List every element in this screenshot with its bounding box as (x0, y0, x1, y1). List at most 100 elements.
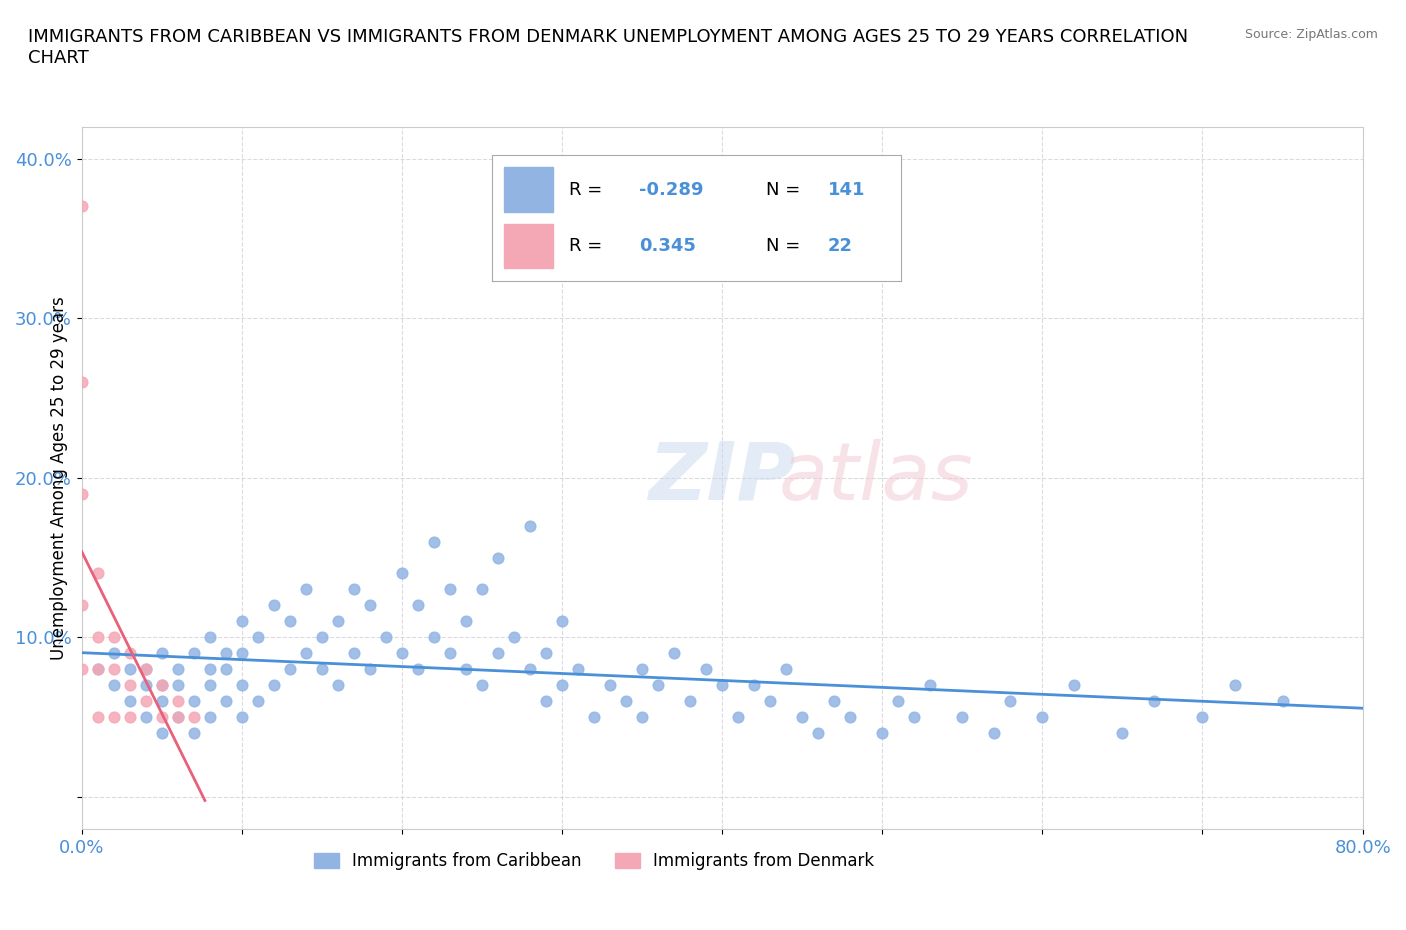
Point (118, 645, 141, 660)
Point (70, 375, 93, 390)
Point (631, 662, 654, 677)
Point (807, 725, 830, 740)
Point (183, 694, 205, 709)
Y-axis label: Unemployment Among Ages 25 to 29 years: Unemployment Among Ages 25 to 29 years (49, 296, 67, 659)
Point (534, 694, 557, 709)
Point (631, 710, 654, 724)
Point (423, 630, 446, 644)
Point (135, 678, 157, 693)
Point (86, 662, 108, 677)
Point (662, 645, 685, 660)
Point (215, 694, 238, 709)
Point (374, 630, 396, 644)
Point (135, 710, 157, 724)
Point (567, 662, 589, 677)
Point (920, 678, 942, 693)
Point (150, 725, 173, 740)
Point (150, 645, 173, 660)
Point (823, 694, 845, 709)
Point (118, 710, 141, 724)
Point (1031, 710, 1053, 724)
Point (519, 518, 541, 533)
Point (727, 710, 749, 724)
Point (742, 678, 765, 693)
Point (711, 678, 734, 693)
Point (519, 662, 541, 677)
Point (263, 678, 285, 693)
Point (263, 598, 285, 613)
Point (311, 662, 333, 677)
Point (294, 645, 316, 660)
Point (294, 582, 316, 597)
Point (246, 694, 269, 709)
Point (1191, 710, 1213, 724)
Point (582, 710, 605, 724)
Point (86, 566, 108, 581)
Point (166, 678, 188, 693)
Point (486, 645, 509, 660)
Point (406, 662, 429, 677)
Point (118, 662, 141, 677)
Point (326, 678, 349, 693)
Legend: Immigrants from Caribbean, Immigrants from Denmark: Immigrants from Caribbean, Immigrants fr… (307, 845, 882, 877)
Point (343, 582, 366, 597)
Point (503, 630, 526, 644)
Point (1111, 725, 1133, 740)
Point (326, 614, 349, 629)
Point (150, 678, 173, 693)
Point (103, 662, 125, 677)
Point (551, 678, 574, 693)
Point (70, 199, 93, 214)
Point (454, 662, 477, 677)
Text: atlas: atlas (779, 439, 973, 517)
Point (1271, 694, 1294, 709)
Point (166, 662, 188, 677)
Point (150, 710, 173, 724)
Point (231, 678, 253, 693)
Point (775, 662, 797, 677)
Point (983, 725, 1005, 740)
Point (1000, 694, 1022, 709)
Point (166, 710, 188, 724)
Point (614, 694, 637, 709)
Point (471, 582, 494, 597)
Point (215, 662, 238, 677)
Point (870, 725, 893, 740)
Point (231, 710, 253, 724)
Point (486, 550, 509, 565)
Point (118, 678, 141, 693)
Point (695, 662, 717, 677)
Point (534, 645, 557, 660)
Point (86, 630, 108, 644)
Point (839, 710, 862, 724)
Point (70, 662, 93, 677)
Point (343, 645, 366, 660)
Point (246, 630, 269, 644)
Point (118, 694, 141, 709)
Point (183, 725, 205, 740)
Point (135, 694, 157, 709)
Point (391, 645, 413, 660)
Point (198, 678, 221, 693)
Point (599, 678, 621, 693)
Point (278, 614, 301, 629)
Point (150, 694, 173, 709)
Point (198, 662, 221, 677)
Point (231, 645, 253, 660)
Point (950, 710, 973, 724)
Point (423, 534, 446, 549)
Point (551, 614, 574, 629)
Point (231, 614, 253, 629)
Point (198, 710, 221, 724)
Text: IMMIGRANTS FROM CARIBBEAN VS IMMIGRANTS FROM DENMARK UNEMPLOYMENT AMONG AGES 25 : IMMIGRANTS FROM CARIBBEAN VS IMMIGRANTS … (28, 28, 1188, 67)
Point (70, 598, 93, 613)
Point (439, 582, 461, 597)
Point (103, 645, 125, 660)
Point (887, 694, 910, 709)
Point (135, 662, 157, 677)
Point (150, 678, 173, 693)
Point (1063, 678, 1085, 693)
Point (70, 486, 93, 501)
Point (198, 630, 221, 644)
Point (679, 694, 702, 709)
